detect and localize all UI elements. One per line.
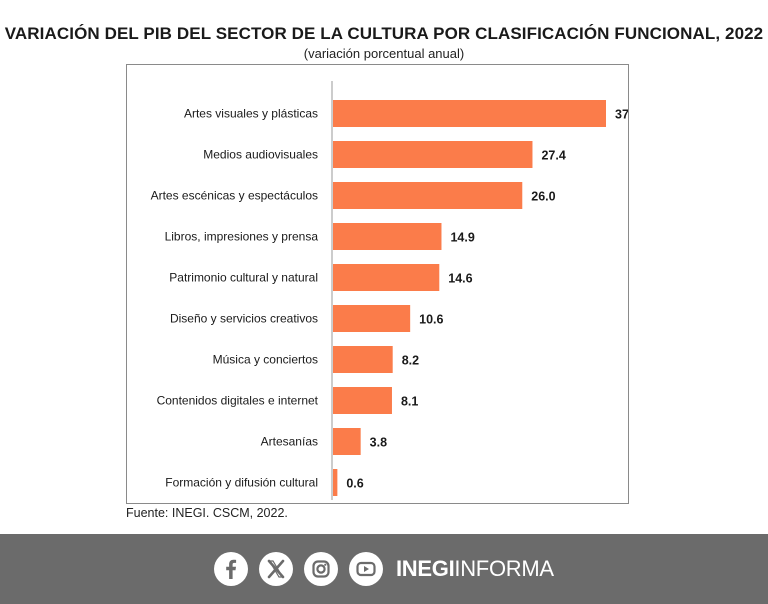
value-label: 8.2 [402,354,419,368]
value-label: 3.8 [370,436,387,450]
brand-logo: INEGIINFORMA [396,556,554,582]
bar [333,387,392,414]
brand-bold-text: INEGI [396,556,455,581]
bar [333,223,442,250]
category-label: Contenidos digitales e internet [157,394,319,408]
category-label: Artes visuales y plásticas [184,107,318,121]
bar [333,305,411,332]
brand-light-text: INFORMA [454,556,554,581]
category-label: Artesanías [261,435,318,449]
bar [333,141,533,168]
source-note: Fuente: INEGI. CSCM, 2022. [126,506,288,520]
chart-title: VARIACIÓN DEL PIB DEL SECTOR DE LA CULTU… [4,24,764,43]
chart-subtitle: (variación porcentual anual) [303,46,465,61]
value-label: 10.6 [419,313,443,327]
facebook-icon[interactable] [214,552,248,586]
value-label: 8.1 [401,395,418,409]
category-label: Formación y difusión cultural [165,476,318,490]
youtube-icon[interactable] [349,552,383,586]
x-icon[interactable] [259,552,293,586]
category-label: Música y conciertos [213,353,318,367]
bar [333,264,440,291]
bar [333,428,361,455]
value-label: 27.4 [541,149,565,163]
category-label: Libros, impresiones y prensa [165,230,319,244]
bar-chart: Artes visuales y plásticas 37.5 Medios aud… [151,81,628,500]
category-label: Diseño y servicios creativos [170,312,318,326]
bar [333,469,338,496]
bar [333,100,606,127]
value-label: 37.5 [615,108,628,122]
footer-bar: INEGIINFORMA [0,534,768,604]
bar [333,182,523,209]
instagram-icon[interactable] [304,552,338,586]
category-label: Artes escénicas y espectáculos [151,189,318,203]
value-label: 14.9 [450,231,474,245]
category-label: Medios audiovisuales [203,148,318,162]
chart-area: Artes visuales y plásticas 37.5 Medios aud… [126,64,629,504]
value-label: 0.6 [346,477,363,491]
value-label: 14.6 [448,272,472,286]
bar [333,346,393,373]
category-label: Patrimonio cultural y natural [169,271,318,285]
value-label: 26.0 [531,190,555,204]
